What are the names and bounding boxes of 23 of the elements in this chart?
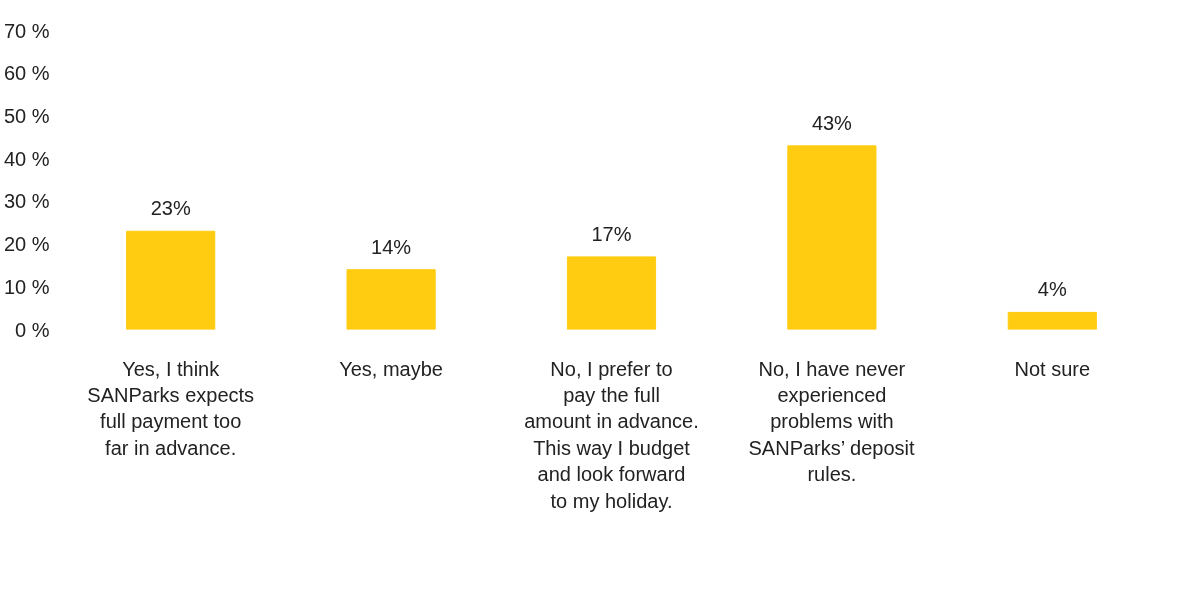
y-tick-label: 40 %	[3, 147, 50, 170]
bar	[566, 256, 657, 330]
x-tick-label: No, I prefer to pay the full amount in advance. This way I budget and look forward to my holiday.	[524, 357, 699, 512]
x-tick-label: Yes, I think SANParks expects full payment too far in advance.	[87, 357, 255, 459]
y-tick-label: 20 %	[3, 233, 50, 256]
data-label: 4%	[1037, 278, 1067, 301]
bar	[346, 269, 436, 330]
data-label: 14%	[371, 235, 412, 258]
data-label: 23%	[150, 197, 191, 220]
data-label: 43%	[811, 111, 853, 134]
bar	[126, 230, 216, 330]
y-tick-label: 70 %	[3, 19, 50, 42]
y-tick-label: 10 %	[3, 275, 50, 298]
bar	[1007, 311, 1097, 330]
data-label: 17%	[591, 222, 632, 245]
x-tick-label: Not sure	[1014, 357, 1091, 380]
y-tick-label: 0 %	[15, 318, 50, 341]
y-tick-label: 50 %	[3, 104, 50, 127]
y-tick-label: 30 %	[3, 190, 50, 213]
x-tick-label: No, I have never experienced problems with SANParks’ deposit rules.	[748, 357, 915, 486]
y-tick-label: 60 %	[3, 62, 50, 85]
bar	[787, 145, 877, 330]
x-tick-label: Yes, maybe	[339, 357, 443, 380]
